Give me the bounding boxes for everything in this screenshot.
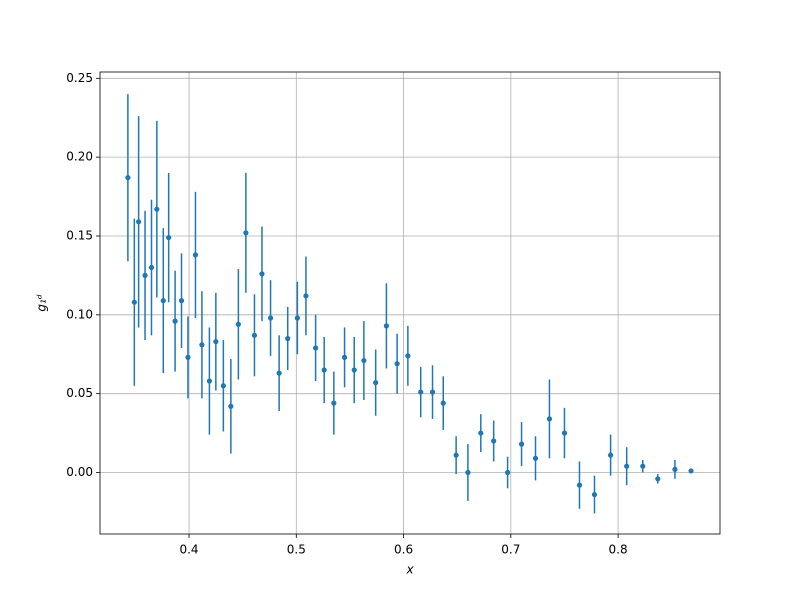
data-point <box>259 271 265 277</box>
data-point <box>251 332 258 338</box>
x-tick-label: 0.6 <box>394 543 413 557</box>
data-point <box>125 175 131 181</box>
data-point <box>591 491 598 498</box>
data-point <box>655 476 661 482</box>
x-tick-label: 0.7 <box>501 543 520 557</box>
y-tick-label: 0.10 <box>66 307 93 321</box>
data-point <box>276 370 282 376</box>
data-point <box>576 482 583 488</box>
data-point <box>313 345 319 351</box>
data-point <box>465 469 471 476</box>
data-point <box>478 430 484 436</box>
data-point <box>178 298 185 304</box>
data-point <box>154 206 160 212</box>
data-point <box>243 230 249 236</box>
data-point <box>192 252 199 258</box>
y-tick-label: 0.00 <box>66 465 93 479</box>
data-point <box>285 335 291 342</box>
data-point <box>624 463 630 469</box>
y-tick-label: 0.05 <box>66 386 93 400</box>
data-point <box>131 299 137 305</box>
data-point <box>303 293 309 299</box>
data-point <box>166 234 172 241</box>
plot-frame <box>99 71 721 535</box>
data-point <box>607 452 614 458</box>
data-point <box>321 367 327 373</box>
data-point <box>235 321 241 327</box>
data-point <box>206 378 213 384</box>
data-point <box>672 466 678 472</box>
data-point <box>546 416 553 422</box>
y-tick-label: 0.15 <box>66 228 93 242</box>
data-point <box>383 323 390 329</box>
data-point <box>394 361 400 367</box>
data-point <box>440 400 446 406</box>
y-tick-label: 0.20 <box>66 150 93 164</box>
x-axis-label: x <box>405 563 414 577</box>
data-point <box>331 400 337 406</box>
data-point <box>418 389 424 395</box>
data-point <box>640 463 646 469</box>
data-point <box>172 318 178 324</box>
data-point <box>429 389 436 395</box>
data-point <box>160 298 166 304</box>
data-point <box>532 455 539 461</box>
data-point <box>351 367 357 373</box>
data-point <box>505 469 511 476</box>
x-tick-label: 0.8 <box>609 543 628 557</box>
data-point <box>294 315 300 321</box>
data-point <box>142 272 148 279</box>
data-point <box>220 383 226 389</box>
data-point <box>136 219 142 225</box>
data-point <box>148 264 155 271</box>
y-axis-label: g₁ᵈ <box>35 294 49 311</box>
x-tick-label: 0.4 <box>179 543 198 557</box>
data-point <box>199 342 205 348</box>
x-tick-label: 0.5 <box>287 543 306 557</box>
data-point <box>688 468 694 474</box>
data-point <box>228 403 234 409</box>
data-point <box>491 438 497 444</box>
y-tick-label: 0.25 <box>66 71 93 85</box>
data-point <box>267 315 274 321</box>
data-point <box>361 357 367 364</box>
data-point <box>373 380 379 386</box>
data-point <box>453 452 459 458</box>
data-point <box>561 430 568 436</box>
data-point <box>405 353 411 359</box>
data-point <box>518 441 525 447</box>
data-point <box>185 354 191 360</box>
data-point <box>213 339 219 345</box>
data-point <box>341 354 348 360</box>
